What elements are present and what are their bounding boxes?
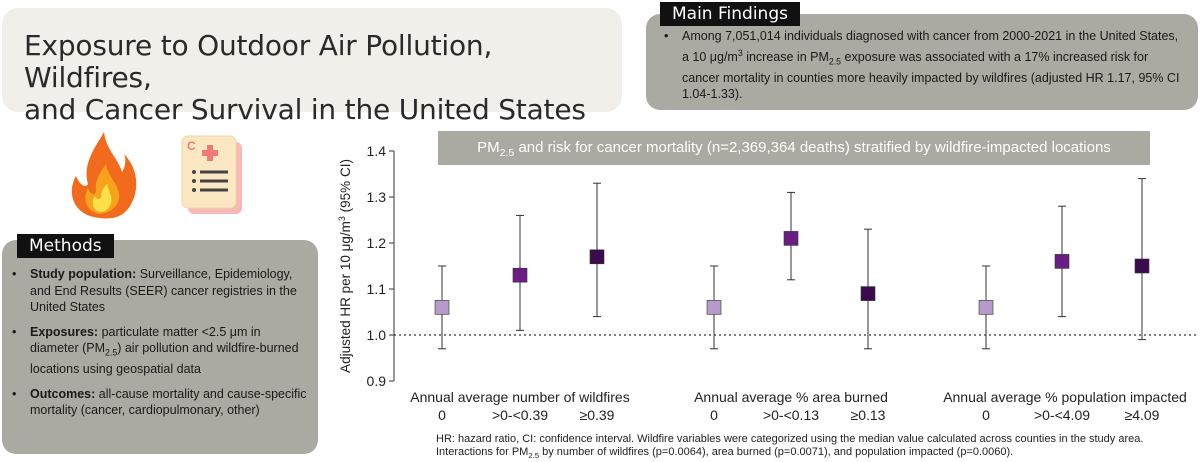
hr-marker [589, 249, 605, 265]
medical-record-icon: C [181, 135, 242, 214]
y-tick-label: 1.3 [367, 189, 387, 205]
y-tick-label: 1.0 [367, 327, 387, 343]
icons-group: C [71, 132, 242, 219]
hr-marker [434, 300, 450, 315]
group-label: Annual average number of wildfires [410, 389, 629, 405]
group-label: Annual average % population impacted [943, 389, 1187, 405]
chart-title: PM2.5 and risk for cancer mortality (n=2… [438, 131, 1150, 165]
fire-icon [71, 132, 137, 219]
title-panel: Exposure to Outdoor Air Pollution, Wildf… [2, 8, 622, 126]
bullet-icon: • [12, 386, 17, 401]
hr-marker [860, 286, 876, 301]
forest-plot: 0.9 1.0 1.1 1.2 1.3 1.4 Adjusted HR per 10 μg/… [337, 143, 1198, 423]
hr-marker [978, 300, 994, 315]
category-label: 0 [982, 407, 990, 423]
footnote: HR: hazard ratio, CI: confidence interva… [436, 433, 1144, 460]
bullet-icon: • [664, 29, 669, 43]
main-findings-panel: • Among 7,051,014 individuals diagnosed … [646, 14, 1198, 110]
hr-marker [706, 300, 722, 315]
category-label: >0-<0.13 [763, 407, 819, 423]
title-line-2: and Cancer Survival in the United States [24, 93, 586, 126]
hr-marker [512, 267, 528, 283]
hr-marker [783, 231, 799, 246]
bullet-icon: • [12, 324, 17, 339]
y-tick-label: 0.9 [367, 373, 387, 389]
hr-marker [1134, 258, 1150, 274]
methods-panel: • Study population: Surveillance, Epidem… [2, 240, 318, 454]
y-tick-label: 1.1 [367, 281, 387, 297]
main-findings-label: Main Findings [660, 2, 800, 26]
group-label: Annual average % area burned [694, 389, 888, 405]
category-label: 0 [710, 407, 718, 423]
category-label: 0 [438, 407, 446, 423]
page-title: Exposure to Outdoor Air Pollution, Wildf… [24, 30, 622, 126]
category-label: ≥0.39 [580, 407, 615, 423]
category-label: ≥4.09 [1125, 407, 1160, 423]
finding-text: Among 7,051,014 individuals diagnosed wi… [682, 29, 1180, 102]
category-label: >0-<4.09 [1034, 407, 1090, 423]
y-tick-label: 1.2 [367, 235, 387, 251]
hr-marker [1054, 254, 1070, 269]
methods-item-exposures: • Exposures: particulate matter <2.5 μm … [12, 324, 299, 377]
y-tick-label: 1.4 [367, 143, 387, 159]
category-label: ≥0.13 [851, 407, 886, 423]
title-line-1: Exposure to Outdoor Air Pollution, Wildf… [24, 29, 493, 94]
methods-item-outcomes: • Outcomes: all-cause mortality and caus… [12, 386, 307, 418]
methods-label: Methods [17, 234, 114, 258]
svg-text:C: C [187, 139, 196, 153]
category-label: >0-<0.39 [492, 407, 548, 423]
bullet-icon: • [12, 267, 17, 281]
methods-item-study-population: • Study population: Surveillance, Epidem… [12, 267, 297, 314]
finding-item: • Among 7,051,014 individuals diagnosed … [664, 28, 1182, 103]
y-axis-label: Adjusted HR per 10 μg/m3 (95% CI) [337, 159, 353, 373]
